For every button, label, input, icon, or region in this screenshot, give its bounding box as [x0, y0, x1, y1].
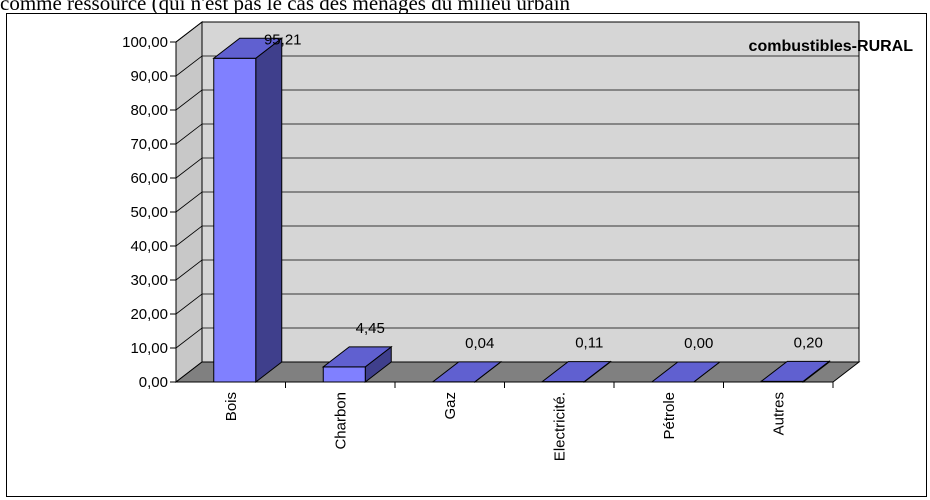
data-label: 0,04	[465, 335, 494, 352]
bar-top	[212, 37, 284, 59]
bars	[212, 37, 831, 384]
y-tick-label: 30,00	[130, 272, 168, 289]
gridline	[175, 327, 859, 349]
gridline	[175, 259, 859, 281]
y-tick-label: 10,00	[130, 340, 168, 357]
data-label: 95,21	[264, 31, 302, 48]
x-category-label: Autres	[770, 392, 787, 435]
bar	[431, 360, 503, 384]
bar	[650, 361, 722, 383]
bar	[212, 37, 284, 384]
y-tick-labels: 0,00 10,00 20,00 30,00 40,00 50,00 60,00 70,00 8…	[122, 34, 168, 391]
bar-top	[321, 346, 393, 368]
gridline	[175, 89, 859, 111]
gridline	[175, 21, 859, 43]
x-category-labels: Bois Charbon Gaz Electricité. Pétrole Autres	[223, 392, 788, 461]
bar-side	[255, 37, 283, 384]
x-category-label: Pétrole	[661, 392, 678, 440]
gridlines	[175, 21, 859, 349]
axes	[170, 41, 834, 388]
bar-top	[650, 361, 722, 383]
y-tick-label: 60,00	[130, 170, 168, 187]
bar-top	[540, 361, 612, 383]
bar-front	[213, 57, 257, 383]
x-category-label: Electricité.	[551, 392, 568, 461]
x-category-label: Gaz	[442, 392, 459, 420]
gridline	[175, 123, 859, 145]
y-tick-label: 80,00	[130, 102, 168, 119]
gridline	[175, 293, 859, 315]
bar-top	[431, 361, 503, 383]
gridline	[175, 157, 859, 179]
data-label: 4,45	[356, 320, 385, 337]
bar	[759, 360, 831, 384]
y-tick-label: 20,00	[130, 306, 168, 323]
bar	[540, 360, 612, 384]
gridline	[175, 225, 859, 247]
data-label: 0,11	[575, 335, 603, 352]
y-tick-label: 0,00	[139, 374, 168, 391]
y-tick-label: 50,00	[130, 204, 168, 221]
data-labels: 95,21 4,45 0,04 0,11 0,00 0,20	[264, 31, 823, 352]
gridline	[175, 55, 859, 77]
bar	[321, 345, 393, 384]
x-category-label: Bois	[223, 392, 240, 421]
x-category-label: Charbon	[332, 392, 349, 450]
data-label: 0,00	[684, 335, 713, 352]
y-tick-label: 100,00	[122, 34, 168, 51]
chart-title: combustibles-RURAL	[749, 38, 914, 55]
bar-top	[759, 360, 831, 382]
y-tick-label: 90,00	[130, 68, 168, 85]
partial-header-text: comme ressource (qui n'est pas le cas de…	[0, 0, 571, 13]
data-label: 0,20	[794, 334, 823, 351]
gridline	[175, 191, 859, 213]
y-tick-label: 40,00	[130, 238, 168, 255]
y-tick-label: 70,00	[130, 136, 168, 153]
bar-front	[322, 366, 366, 383]
